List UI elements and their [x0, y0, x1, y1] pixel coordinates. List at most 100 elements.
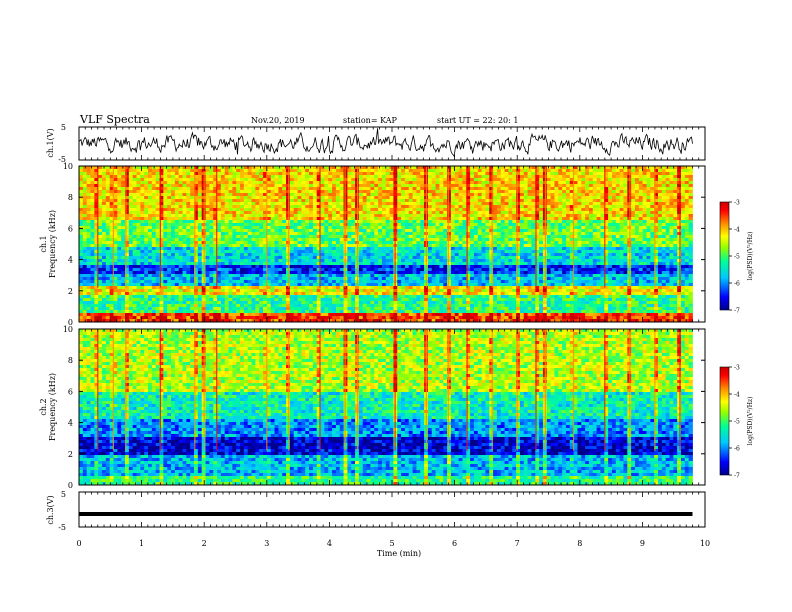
spectrogram-cell	[224, 184, 229, 188]
spectrogram-cell	[370, 190, 375, 194]
spectrogram-cell	[128, 241, 134, 245]
spectrogram-cell	[109, 232, 114, 236]
spectrogram-cell	[209, 184, 214, 188]
spectrogram-cell	[496, 253, 502, 257]
spectrogram-cell	[374, 223, 379, 227]
spectrogram-cell	[665, 247, 670, 251]
spectrogram-cell	[585, 244, 590, 248]
spectrogram-cell	[94, 220, 99, 224]
spectrogram-cell	[278, 199, 283, 203]
spectrogram-cell	[466, 244, 471, 248]
spectrogram-cell	[167, 220, 172, 224]
spectrogram-cell	[416, 220, 421, 224]
spectrogram-cell	[293, 226, 298, 230]
spectrogram-cell	[197, 232, 203, 236]
spectrogram-cell	[259, 247, 264, 251]
spectrogram-cell	[316, 202, 321, 206]
spectrogram-cell	[604, 166, 609, 170]
spectrogram-cell	[228, 184, 233, 188]
spectrogram-cell	[155, 211, 160, 215]
spectrogram-cell	[512, 220, 517, 224]
spectrogram-cell	[251, 199, 256, 203]
spectrogram-cell	[565, 178, 571, 182]
spectrogram-cell	[496, 169, 502, 173]
spectrogram-cell	[132, 226, 137, 230]
spectrogram-cell	[339, 256, 344, 260]
spectrogram-cell	[144, 208, 149, 212]
spectrogram-cell	[401, 181, 406, 185]
spectrogram-cell	[259, 214, 264, 218]
spectrogram-cell	[197, 214, 203, 218]
spectrogram-cell	[638, 208, 644, 212]
spectrogram-cell	[454, 214, 459, 218]
spectrogram-cell	[615, 241, 621, 245]
spectrogram-cell	[588, 208, 594, 212]
spectrogram-cell	[562, 232, 567, 236]
spectrogram-cell	[642, 256, 647, 260]
spectrogram-cell	[220, 250, 226, 254]
spectrogram-cell	[654, 235, 659, 239]
spectrogram-cell	[251, 250, 256, 254]
spectrogram-cell	[500, 187, 505, 191]
spectrogram-cell	[496, 223, 502, 227]
spectrogram-cell	[328, 229, 333, 233]
spectrogram-cell	[178, 232, 183, 236]
spectrogram-cell	[324, 169, 329, 173]
spectrogram-cell	[577, 226, 582, 230]
spectrogram-cell	[132, 187, 137, 191]
spectrogram-cell	[523, 238, 528, 242]
spectrogram-cell	[569, 232, 575, 236]
spectrogram-cell	[228, 253, 233, 257]
spectrogram-cell	[94, 244, 99, 248]
spectrogram-cell	[186, 238, 191, 242]
spectrogram-cell	[263, 169, 268, 173]
spectrogram-cell	[98, 205, 103, 209]
spectrogram-cell	[669, 205, 674, 209]
spectrogram-cell	[236, 193, 241, 197]
spectrogram-cell	[301, 190, 306, 194]
spectrogram-cell	[458, 211, 463, 215]
spectrogram-cell	[435, 211, 440, 215]
spectrogram-cell	[650, 166, 655, 170]
spectrogram-cell	[171, 229, 176, 233]
spectrogram-cell	[496, 250, 502, 254]
spectrogram-cell	[427, 256, 433, 260]
spectrogram-cell	[677, 187, 682, 191]
spectrogram-cell	[573, 226, 578, 230]
spectrogram-cell	[500, 208, 505, 212]
spectrogram-cell	[554, 235, 559, 239]
spectrogram-cell	[259, 208, 264, 212]
spectrogram-cell	[481, 196, 486, 200]
spectrogram-cell	[485, 202, 490, 206]
spectrogram-cell	[232, 214, 237, 218]
spectrogram-cell	[546, 211, 552, 215]
spectrogram-cell	[259, 196, 264, 200]
spectrogram-cell	[182, 181, 187, 185]
spectrogram-cell	[190, 193, 195, 197]
spectrogram-cell	[531, 190, 536, 194]
spectrogram-cell	[259, 244, 264, 248]
spectrogram-cell	[128, 235, 134, 239]
spectrogram-cell	[450, 238, 456, 242]
spectrogram-cell	[82, 199, 88, 203]
spectrogram-cell	[680, 238, 686, 242]
spectrogram-cell	[351, 229, 356, 233]
spectrogram-cell	[619, 199, 624, 203]
spectrogram-cell	[251, 238, 256, 242]
spectrogram-cell	[623, 193, 628, 197]
spectrogram-cell	[240, 205, 245, 209]
spectrogram-cell	[680, 253, 686, 257]
spectrogram-cell	[634, 199, 640, 203]
spectrogram-cell	[523, 232, 528, 236]
spectrogram-cell	[132, 172, 137, 176]
spectrogram-cell	[102, 232, 107, 236]
spectrogram-cell	[631, 247, 636, 251]
spectrogram-cell	[148, 190, 153, 194]
spectrogram-cell	[190, 241, 195, 245]
spectrogram-cell	[420, 199, 425, 203]
spectrogram-cell	[332, 226, 337, 230]
spectrogram-cell	[493, 253, 498, 257]
spectrogram-cell	[688, 190, 693, 194]
spectrogram-cell	[562, 175, 567, 179]
spectrogram-cell	[378, 211, 383, 215]
